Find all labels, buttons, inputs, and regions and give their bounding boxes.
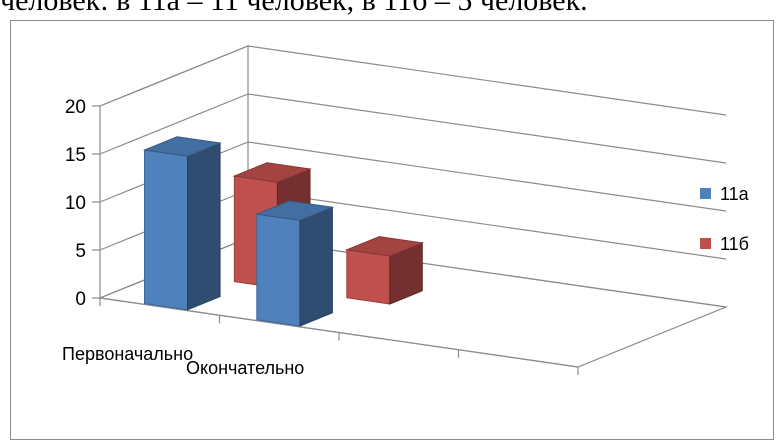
legend-label: 11б bbox=[720, 234, 749, 254]
bar-side bbox=[299, 206, 333, 327]
legend-swatch bbox=[700, 238, 711, 249]
bar-11а-Окончательно bbox=[254, 200, 335, 327]
bar-side bbox=[187, 142, 221, 311]
legend-swatch bbox=[700, 188, 711, 199]
bar-top bbox=[254, 200, 335, 221]
bar-top bbox=[232, 162, 312, 183]
bar-front bbox=[346, 249, 391, 305]
legend: 11а 11б bbox=[700, 184, 750, 254]
bar-11а-Первоначально bbox=[142, 136, 223, 311]
gridline bbox=[99, 93, 727, 164]
legend-label: 11а bbox=[720, 184, 750, 204]
header-text: человек: в 11а – 11 человек, в 11б – 5 ч… bbox=[0, 0, 588, 17]
y-tick-label: 5 bbox=[75, 241, 86, 262]
y-tick-label: 20 bbox=[65, 97, 86, 118]
bar-11б-Окончательно bbox=[344, 236, 425, 305]
y-tick-label: 0 bbox=[75, 289, 86, 310]
y-tick-label: 15 bbox=[65, 145, 86, 166]
bars bbox=[142, 136, 425, 327]
category-label: Окончательно bbox=[186, 358, 304, 378]
axes bbox=[92, 105, 579, 375]
bar-top bbox=[344, 236, 425, 257]
bar-front bbox=[256, 213, 301, 327]
bar-front bbox=[144, 149, 188, 311]
category-label: Первоначально bbox=[62, 344, 193, 364]
bar-top bbox=[142, 136, 223, 157]
y-tick-label: 10 bbox=[65, 193, 86, 214]
gridline bbox=[99, 45, 727, 116]
y-tick-labels: 0 5 10 15 20 bbox=[65, 97, 86, 310]
